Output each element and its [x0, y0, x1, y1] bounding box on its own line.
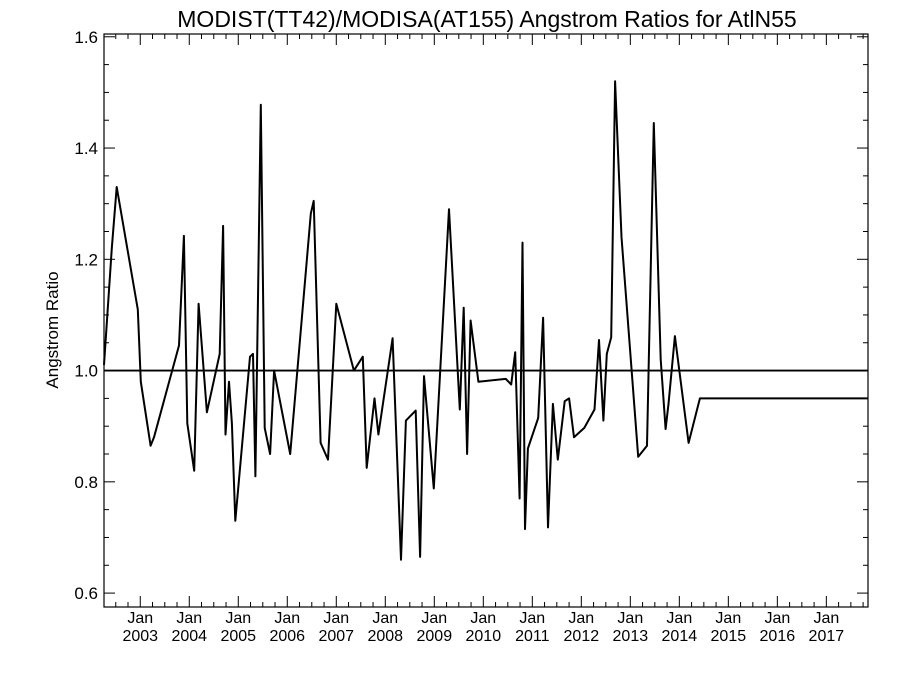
x-tick-year-label: 2014 [662, 628, 698, 645]
x-tick-month-label: Jan [323, 610, 349, 627]
x-tick-year-label: 2016 [760, 628, 796, 645]
y-tick-label: 1.0 [74, 362, 98, 381]
x-tick-month-label: Jan [568, 610, 594, 627]
chart-title: MODIST(TT42)/MODISA(AT155) Angstrom Rati… [177, 6, 796, 32]
x-tick-year-label: 2011 [515, 628, 550, 645]
x-tick-month-label: Jan [715, 610, 741, 627]
plot-frame [103, 33, 869, 608]
y-tick-label: 0.6 [74, 584, 98, 603]
x-tick-month-label: Jan [813, 610, 839, 627]
x-tick-month-label: Jan [617, 610, 643, 627]
x-tick-month-label: Jan [127, 610, 153, 627]
x-tick-month-label: Jan [176, 610, 202, 627]
x-tick-month-label: Jan [470, 610, 496, 627]
series-line [103, 80, 868, 561]
x-tick-month-label: Jan [372, 610, 398, 627]
x-tick-year-label: 2015 [711, 628, 747, 645]
x-tick-year-label: 2008 [367, 628, 403, 645]
y-tick-label: 1.4 [74, 139, 98, 158]
x-tick-year-label: 2006 [269, 628, 305, 645]
x-tick-month-label: Jan [666, 610, 692, 627]
x-tick-month-label: Jan [421, 610, 447, 627]
x-tick-month-label: Jan [274, 610, 300, 627]
y-axis-label: Angstrom Ratio [43, 271, 62, 388]
y-tick-label: 0.8 [74, 473, 98, 492]
y-tick-label: 1.2 [74, 250, 98, 269]
x-tick-year-label: 2010 [466, 628, 502, 645]
x-tick-year-label: 2012 [564, 628, 600, 645]
x-tick-year-label: 2004 [171, 628, 207, 645]
x-tick-year-label: 2009 [417, 628, 453, 645]
x-tick-year-label: 2007 [318, 628, 354, 645]
x-tick-month-label: Jan [519, 610, 545, 627]
x-tick-year-label: 2017 [809, 628, 845, 645]
x-tick-month-label: Jan [225, 610, 251, 627]
y-tick-label: 1.6 [74, 28, 98, 47]
x-tick-month-label: Jan [764, 610, 790, 627]
x-tick-year-label: 2003 [122, 628, 158, 645]
x-tick-year-label: 2013 [613, 628, 649, 645]
x-tick-year-label: 2005 [220, 628, 256, 645]
